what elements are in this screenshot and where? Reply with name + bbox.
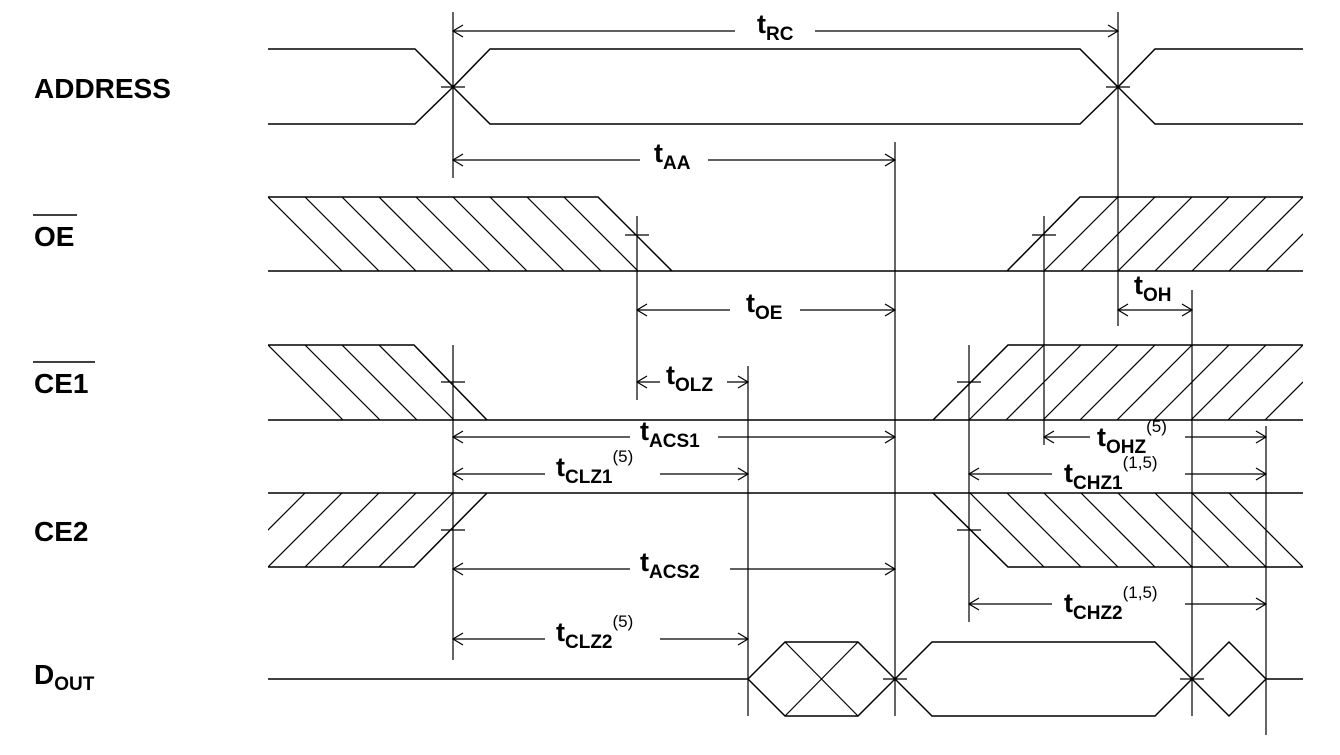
tolz-label: tOLZ — [666, 360, 713, 396]
oe-label: OE — [34, 221, 74, 252]
reference-lines — [452, 12, 1267, 735]
dout-waveform — [268, 640, 1303, 718]
trc-label: tRC — [757, 9, 794, 45]
address-label: ADDRESS — [34, 73, 171, 104]
tchz2-label: tCHZ2(1,5) — [1064, 583, 1158, 624]
toe-label: tOE — [746, 288, 782, 324]
taa-label: tAA — [654, 138, 691, 174]
tchz1-label: tCHZ1(1,5) — [1064, 453, 1158, 494]
ce2-label: CE2 — [34, 516, 88, 547]
tclz2-label: tCLZ2(5) — [556, 612, 633, 653]
tclz1-label: tCLZ1(5) — [556, 447, 633, 488]
dout-label: DOUT — [34, 659, 95, 695]
oe-waveform — [268, 196, 1303, 272]
ce1-waveform — [268, 344, 1303, 421]
tohz-label: tOHZ(5) — [1097, 417, 1167, 458]
tick-marks — [441, 86, 1204, 680]
tacs2-label: tACS2 — [640, 547, 700, 583]
tacs1-label: tACS1 — [640, 416, 700, 452]
toh-label: tOH — [1134, 270, 1172, 306]
ce2-waveform — [268, 492, 1303, 568]
ce1-label: CE1 — [34, 368, 88, 399]
timing-arrows — [451, 24, 1268, 646]
address-waveform — [268, 48, 1303, 125]
